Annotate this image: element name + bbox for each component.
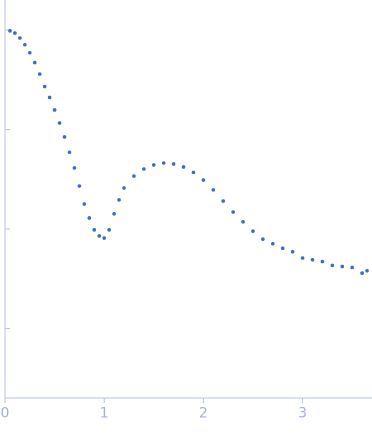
point	[37, 72, 42, 76]
point	[77, 184, 82, 188]
point	[97, 234, 102, 238]
point	[32, 60, 37, 65]
point	[231, 210, 235, 214]
point	[18, 36, 22, 40]
point	[181, 165, 186, 169]
point	[62, 135, 67, 139]
point	[221, 199, 226, 203]
point	[261, 237, 265, 241]
point	[241, 220, 245, 224]
point	[340, 264, 345, 269]
x-tick-label: 1	[100, 406, 109, 422]
point	[87, 216, 92, 220]
point	[8, 29, 12, 33]
x-tick-label: 0	[1, 406, 10, 422]
point	[67, 150, 72, 155]
point	[13, 31, 17, 35]
point	[112, 211, 116, 216]
point	[52, 108, 57, 112]
point	[365, 268, 369, 273]
point	[320, 259, 325, 264]
point	[360, 271, 364, 275]
point	[171, 162, 176, 166]
point	[23, 42, 27, 47]
point	[47, 95, 52, 100]
x-tick-label: 2	[199, 406, 208, 422]
point	[122, 186, 126, 190]
x-tick-label: 3	[298, 406, 307, 422]
point	[290, 249, 295, 254]
point	[27, 50, 32, 55]
point	[191, 170, 196, 175]
point	[102, 236, 106, 240]
point	[132, 174, 136, 178]
point	[82, 202, 87, 206]
point	[117, 198, 121, 202]
point	[310, 257, 315, 262]
point	[142, 167, 146, 171]
point	[350, 265, 354, 270]
point	[330, 263, 335, 268]
point	[271, 241, 275, 246]
point	[72, 166, 77, 170]
point	[92, 228, 97, 232]
point	[161, 161, 166, 165]
point	[107, 228, 111, 232]
point	[57, 121, 62, 125]
point	[211, 188, 216, 192]
point	[42, 84, 47, 89]
point	[300, 256, 305, 260]
point	[151, 163, 156, 167]
point	[251, 229, 255, 233]
point	[201, 178, 206, 182]
point	[280, 246, 285, 251]
